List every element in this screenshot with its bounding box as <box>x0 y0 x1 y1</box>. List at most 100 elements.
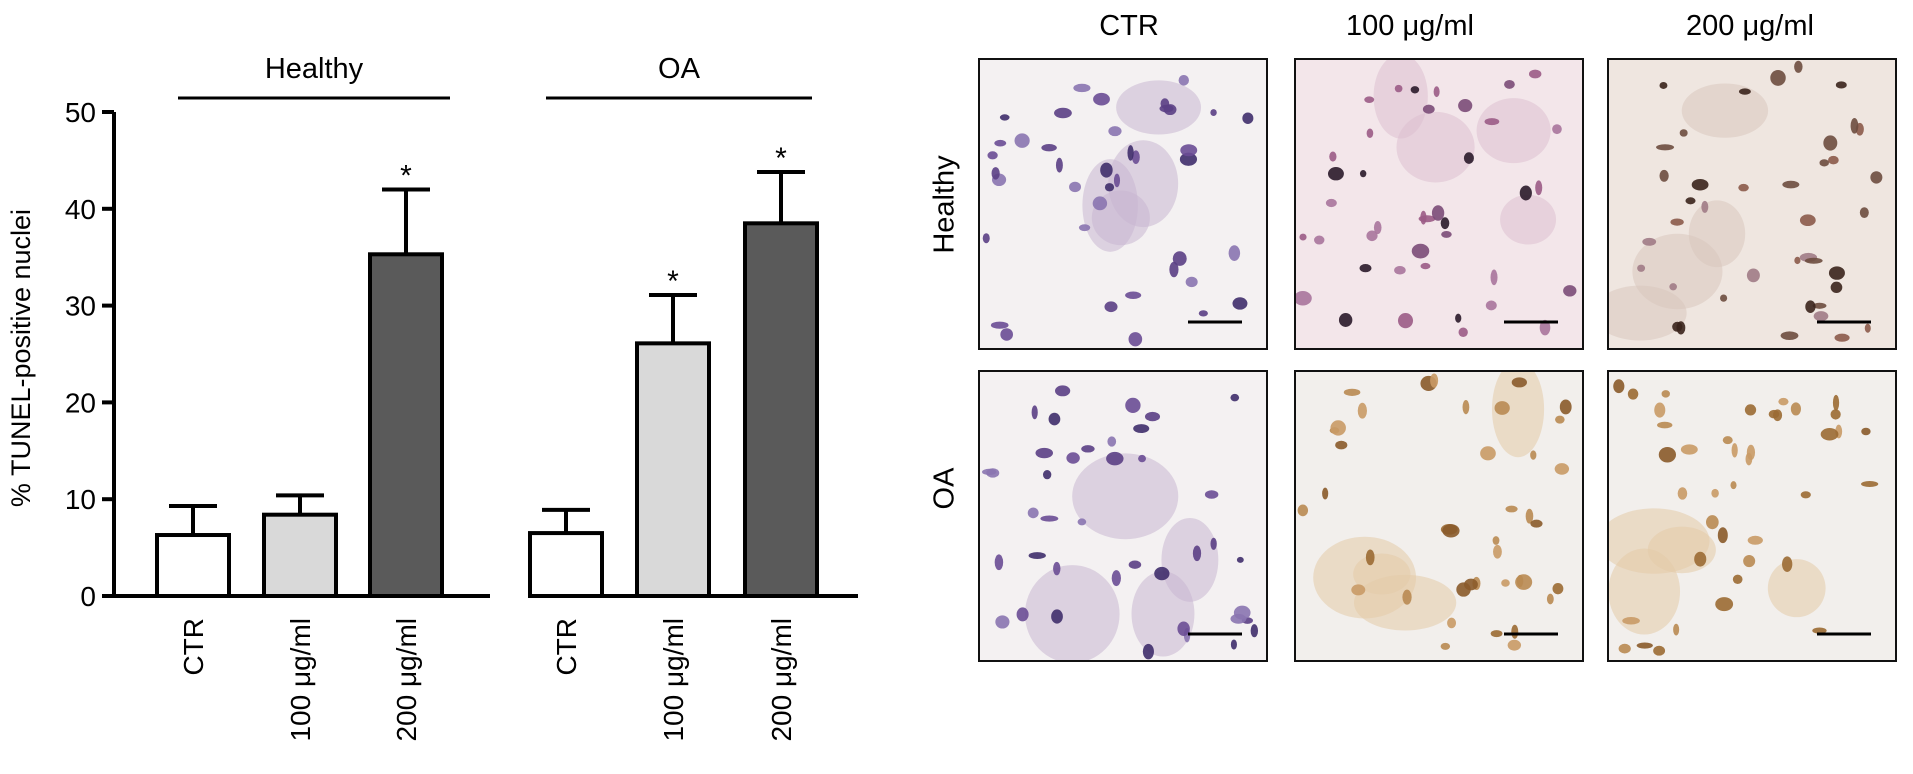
cell-nucleus <box>1081 445 1095 453</box>
cell-nucleus <box>1028 552 1046 560</box>
cell-nucleus <box>1492 536 1500 545</box>
cell-nucleus <box>1357 402 1367 419</box>
y-tick-label-20: 20 <box>65 387 96 418</box>
cell-nucleus <box>1092 196 1108 211</box>
cell-nucleus <box>1654 402 1666 418</box>
cell-nucleus <box>1035 447 1054 459</box>
cell-nucleus <box>1637 264 1646 272</box>
cell-nucleus <box>1232 297 1248 310</box>
cell-nucleus <box>1794 256 1801 265</box>
cell-nucleus <box>1680 444 1698 455</box>
cell-nucleus <box>1178 74 1189 86</box>
cell-nucleus <box>1069 181 1082 193</box>
cell-nucleus <box>1040 515 1059 522</box>
cell-nucleus <box>1507 639 1522 651</box>
cell-nucleus <box>1329 151 1337 162</box>
cell-nucleus <box>1154 566 1170 581</box>
cell-nucleus <box>1127 145 1134 161</box>
cell-nucleus <box>1430 373 1439 388</box>
cell-nucleus <box>1138 454 1146 463</box>
cell-nucleus <box>1659 81 1668 89</box>
cell-nucleus <box>1743 554 1756 568</box>
cell-nucleus <box>1835 81 1847 89</box>
cell-nucleus <box>1055 157 1063 173</box>
cell-nucleus <box>1613 379 1625 394</box>
bar-oa-1 <box>528 531 604 599</box>
cell-nucleus <box>1717 527 1728 544</box>
y-tick-label-30: 30 <box>65 291 96 322</box>
cell-nucleus <box>1546 593 1554 605</box>
cell-nucleus <box>1296 291 1312 306</box>
cell-nucleus <box>1800 491 1811 499</box>
category-label-oa-1: CTR <box>551 618 582 676</box>
cell-nucleus <box>1812 627 1827 634</box>
cell-nucleus <box>1780 331 1799 340</box>
cell-nucleus <box>1198 310 1208 317</box>
cell-nucleus <box>1552 124 1562 135</box>
cell-nucleus <box>1812 302 1827 309</box>
bar-chart: 0 10 20 30 40 50 % TUNEL-positive nuclei Health… <box>6 53 858 742</box>
cell-nucleus <box>1066 452 1080 464</box>
cell-nucleus <box>1422 104 1435 114</box>
cell-cluster <box>1491 372 1545 458</box>
cell-nucleus <box>1782 180 1800 189</box>
cell-nucleus <box>1142 643 1154 660</box>
cell-nucleus <box>1480 446 1496 461</box>
cell-nucleus <box>1813 311 1829 322</box>
category-label-healthy-1: CTR <box>178 618 209 676</box>
cell-nucleus <box>1799 214 1816 227</box>
cell-nucleus <box>1250 624 1259 638</box>
cell-nucleus <box>1805 300 1816 313</box>
cell-cluster <box>1108 140 1179 228</box>
micrograph-column-title-100: 100 μg/ml <box>1346 10 1474 42</box>
cell-nucleus <box>1834 333 1850 342</box>
cell-nucleus <box>1828 266 1845 280</box>
cell-nucleus <box>1230 639 1237 650</box>
cell-nucleus <box>1442 524 1460 538</box>
cell-nucleus <box>1041 144 1057 152</box>
cell-nucleus <box>995 615 1010 629</box>
cell-nucleus <box>982 233 990 244</box>
cell-nucleus <box>1653 645 1666 656</box>
micrograph-oa-200 <box>1607 370 1897 662</box>
cell-nucleus <box>1159 104 1174 113</box>
cell-nucleus <box>1144 411 1161 422</box>
cell-nucleus <box>1669 283 1677 291</box>
cell-nucleus <box>1455 313 1462 323</box>
bar-oa-3 <box>743 221 819 598</box>
cell-nucleus <box>1701 200 1709 213</box>
significance-healthy-3: * <box>400 159 412 192</box>
cell-nucleus <box>1440 642 1451 650</box>
cell-nucleus <box>1563 285 1577 297</box>
group-label-healthy: Healthy <box>265 53 364 85</box>
cell-nucleus <box>1794 60 1803 73</box>
cell-nucleus <box>1768 409 1780 419</box>
cell-nucleus <box>1730 481 1737 490</box>
cell-nucleus <box>1677 487 1688 500</box>
cell-nucleus <box>1185 276 1198 288</box>
cell-nucleus <box>1864 323 1871 333</box>
cell-nucleus <box>1359 170 1367 178</box>
cell-nucleus <box>1493 544 1502 559</box>
cell-nucleus <box>1494 401 1510 415</box>
cell-nucleus <box>1458 327 1468 338</box>
cell-nucleus <box>1745 452 1753 466</box>
cell-nucleus <box>1172 251 1187 266</box>
cell-nucleus <box>1055 385 1071 397</box>
cell-nucleus <box>1177 621 1190 636</box>
cell-nucleus <box>1180 144 1198 157</box>
cell-nucleus <box>1642 237 1657 246</box>
cell-nucleus <box>1464 578 1478 591</box>
cell-nucleus <box>1530 519 1543 528</box>
cell-nucleus <box>1111 570 1121 587</box>
cell-nucleus <box>1394 265 1406 275</box>
cell-nucleus <box>1433 86 1440 98</box>
cell-nucleus <box>982 468 997 476</box>
cell-nucleus <box>1441 230 1452 238</box>
cell-nucleus <box>1447 617 1457 629</box>
cell-cluster <box>1116 80 1202 135</box>
cell-nucleus <box>1490 630 1503 638</box>
micrograph-row-title-oa: OA <box>928 467 961 510</box>
cell-nucleus <box>1505 505 1518 513</box>
